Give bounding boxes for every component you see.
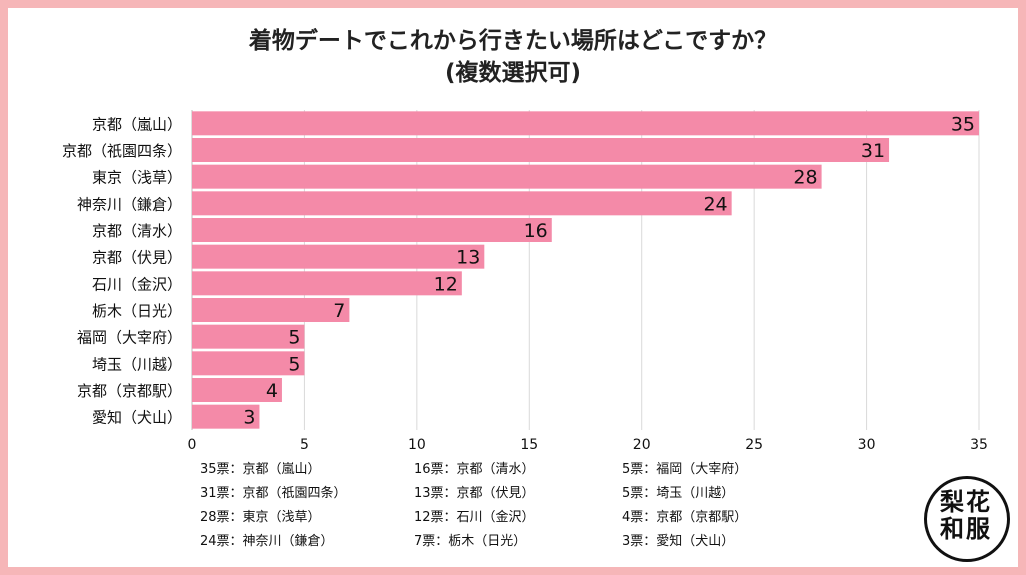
logo-char: 花 (966, 487, 990, 516)
bar (192, 324, 305, 349)
summary-item: 13票：京都（伏見） (414, 486, 535, 501)
bar (192, 191, 732, 216)
category-label: 石川（金沢） (92, 275, 182, 293)
logo-ring (924, 476, 1010, 562)
data-label: 24 (703, 193, 727, 215)
tick-label: 10 (408, 437, 426, 453)
summary-item: 5票：埼玉（川越） (622, 486, 735, 501)
bar (192, 111, 979, 136)
bar (192, 378, 282, 402)
category-label: 埼玉（川越） (92, 355, 182, 373)
category-label: 神奈川（鎌倉） (77, 195, 182, 213)
chart-subtitle: (複数選択可) (444, 60, 582, 86)
category-label: 福岡（大宰府） (77, 329, 182, 347)
category-label: 京都（嵐山） (92, 115, 182, 133)
bar (192, 271, 462, 296)
data-label: 35 (951, 113, 975, 135)
category-label: 京都（京都駅） (77, 382, 182, 400)
bar (192, 351, 305, 376)
tick-label: 20 (633, 437, 651, 453)
summary-item: 5票：福岡（大宰府） (622, 462, 748, 477)
tick-label: 25 (745, 437, 763, 453)
chart-title: 着物デートでこれから行きたい場所はどこですか？ (248, 28, 778, 54)
category-label: 東京（浅草） (92, 169, 182, 187)
tick-label: 15 (520, 437, 538, 453)
summary-item: 12票：石川（金沢） (414, 510, 535, 525)
summary-item: 7票：栃木（日光） (414, 534, 527, 549)
summary-item: 3票：愛知（犬山） (622, 534, 735, 549)
data-label: 5 (288, 353, 300, 375)
bar (192, 138, 890, 162)
logo-char: 服 (966, 514, 990, 543)
logo-char: 梨 (940, 487, 964, 516)
tick-label: 5 (300, 437, 309, 453)
tick-label: 35 (970, 437, 988, 453)
bar (192, 164, 822, 189)
category-label: 京都（清水） (92, 222, 182, 240)
data-label: 31 (861, 140, 885, 162)
summary-item: 16票：京都（清水） (414, 462, 535, 477)
summary-item: 24票：神奈川（鎌倉） (200, 534, 334, 549)
summary-item: 31票：京都（祇園四条） (200, 486, 347, 501)
bar (192, 218, 552, 242)
logo-char: 和 (940, 514, 964, 543)
data-label: 28 (793, 167, 817, 189)
category-label: 京都（祇園四条） (62, 142, 182, 160)
data-label: 3 (243, 407, 255, 429)
bar (192, 298, 350, 322)
data-label: 13 (456, 247, 480, 269)
data-label: 5 (288, 327, 300, 349)
bar (192, 404, 260, 429)
tick-label: 0 (188, 437, 197, 453)
vote-summary: 35票：京都（嵐山） 31票：京都（祇園四条） 28票：東京（浅草） 24票：神奈川（… (200, 458, 820, 558)
summary-item: 28票：東京（浅草） (200, 510, 321, 525)
data-label: 12 (434, 273, 458, 295)
bar (192, 244, 485, 269)
brand-logo: 梨 花 和 服 (924, 476, 1012, 564)
tick-label: 30 (858, 437, 876, 453)
summary-item: 35票：京都（嵐山） (200, 462, 321, 477)
category-label: 愛知（犬山） (92, 409, 182, 427)
category-label: 京都（伏見） (92, 249, 182, 267)
data-label: 4 (266, 380, 278, 402)
category-label: 栃木（日光） (92, 302, 182, 320)
data-label: 16 (524, 220, 548, 242)
data-label: 7 (333, 300, 345, 322)
summary-item: 4票：京都（京都駅） (622, 510, 748, 525)
